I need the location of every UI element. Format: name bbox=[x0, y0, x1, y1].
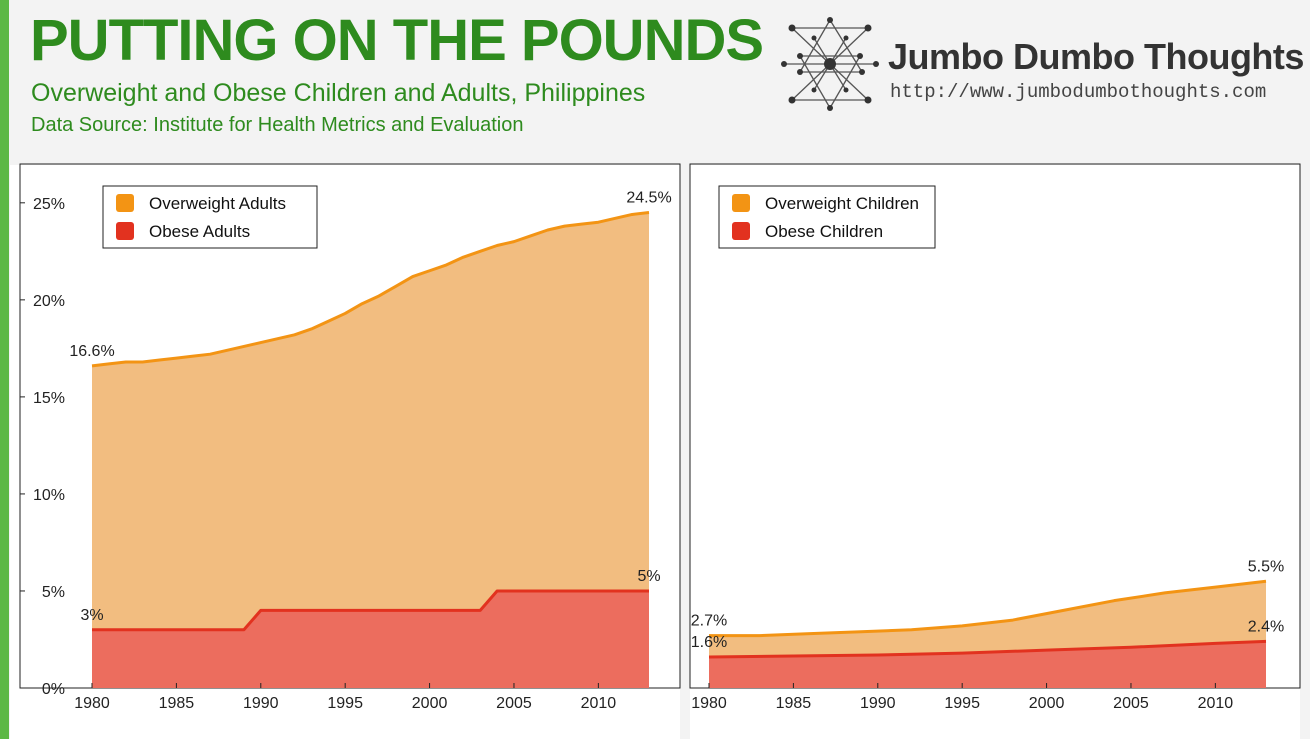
y-tick-label: 25% bbox=[33, 196, 65, 213]
data-label: 5% bbox=[637, 568, 660, 585]
x-tick-label: 1980 bbox=[74, 695, 110, 712]
page-subtitle: Overweight and Obese Children and Adults… bbox=[31, 79, 646, 107]
data-label: 24.5% bbox=[626, 190, 671, 207]
y-tick-label: 10% bbox=[33, 487, 65, 504]
x-tick-label: 2005 bbox=[496, 695, 532, 712]
line-obese-children bbox=[708, 639, 1267, 659]
x-tick-label: 1990 bbox=[860, 695, 896, 712]
x-tick-label: 2000 bbox=[1029, 695, 1065, 712]
legend-label: Obese Children bbox=[765, 222, 883, 241]
area-obese-children bbox=[709, 641, 1266, 688]
y-tick-label: 15% bbox=[33, 390, 65, 407]
data-label: 5.5% bbox=[1248, 558, 1284, 575]
legend-swatch bbox=[116, 222, 134, 240]
line-obese-adults bbox=[92, 589, 649, 632]
x-tick-label: 1990 bbox=[243, 695, 279, 712]
line-overweight-children bbox=[709, 579, 1267, 638]
data-label: 1.6% bbox=[691, 634, 727, 651]
x-tick-label: 1985 bbox=[776, 695, 812, 712]
legend-swatch bbox=[116, 194, 134, 212]
page-title: PUTTING ON THE POUNDS bbox=[30, 8, 764, 73]
x-tick-label: 2000 bbox=[412, 695, 448, 712]
x-tick-label: 1995 bbox=[944, 695, 980, 712]
brand-url: http://www.jumbodumbothoughts.com bbox=[890, 81, 1267, 103]
x-tick-label: 1985 bbox=[159, 695, 195, 712]
y-tick-label: 0% bbox=[42, 681, 65, 698]
brand-name: Jumbo Dumbo Thoughts bbox=[888, 36, 1304, 77]
legend-label: Obese Adults bbox=[149, 222, 250, 241]
legend-swatch bbox=[732, 222, 750, 240]
legend-label: Overweight Children bbox=[765, 194, 919, 213]
x-tick-label: 2010 bbox=[1198, 695, 1234, 712]
area-overweight-adults bbox=[92, 212, 649, 688]
x-tick-label: 2010 bbox=[581, 695, 617, 712]
x-tick-label: 1995 bbox=[327, 695, 363, 712]
data-label: 2.4% bbox=[1248, 618, 1284, 635]
x-tick-label: 1980 bbox=[691, 695, 727, 712]
data-label: 2.7% bbox=[691, 613, 727, 630]
accent-bar bbox=[0, 0, 9, 739]
legend-box bbox=[718, 185, 936, 249]
y-tick-label: 20% bbox=[33, 293, 65, 310]
line-overweight-adults bbox=[91, 211, 650, 368]
legend-box bbox=[102, 185, 318, 249]
network-logo-icon bbox=[781, 17, 879, 111]
data-source: Data Source: Institute for Health Metric… bbox=[31, 114, 524, 136]
data-label: 3% bbox=[80, 607, 103, 624]
data-label: 16.6% bbox=[69, 343, 114, 360]
legend-swatch bbox=[732, 194, 750, 212]
legend-label: Overweight Adults bbox=[149, 194, 286, 213]
area-obese-adults bbox=[92, 590, 649, 688]
y-tick-label: 5% bbox=[42, 584, 65, 601]
x-tick-label: 2005 bbox=[1113, 695, 1149, 712]
